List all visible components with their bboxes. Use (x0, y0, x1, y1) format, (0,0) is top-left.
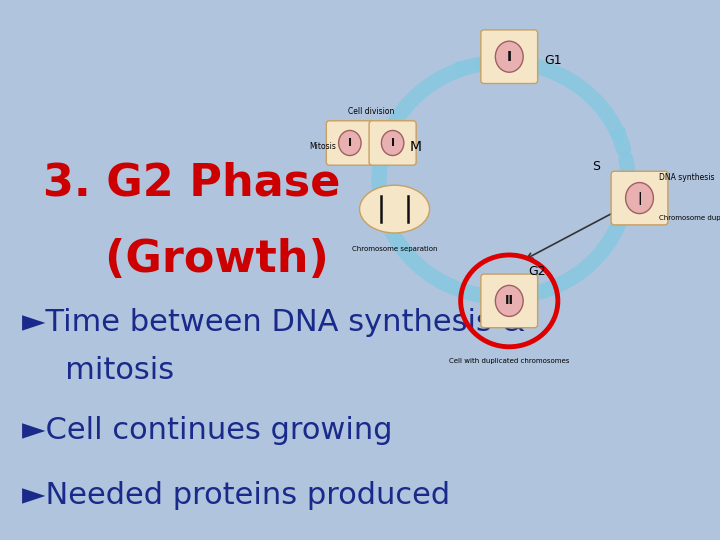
FancyBboxPatch shape (481, 30, 538, 84)
Ellipse shape (626, 183, 654, 214)
Text: ►Needed proteins produced: ►Needed proteins produced (22, 481, 450, 510)
Text: Chromosome duplication: Chromosome duplication (659, 215, 720, 221)
Text: Cell division: Cell division (348, 107, 395, 116)
Text: 3. G2 Phase: 3. G2 Phase (43, 162, 341, 205)
Text: ►Cell continues growing: ►Cell continues growing (22, 416, 392, 445)
FancyBboxPatch shape (611, 171, 668, 225)
Text: mitosis: mitosis (36, 356, 174, 386)
Ellipse shape (338, 131, 361, 156)
Text: II: II (505, 294, 514, 307)
Text: ►Time between DNA synthesis &: ►Time between DNA synthesis & (22, 308, 525, 337)
Text: DNA synthesis: DNA synthesis (659, 173, 714, 183)
Ellipse shape (495, 41, 523, 72)
Text: I: I (507, 50, 512, 64)
Ellipse shape (359, 185, 430, 233)
Ellipse shape (382, 131, 404, 156)
Text: M: M (410, 140, 422, 154)
Text: I: I (348, 138, 352, 148)
Text: S: S (593, 160, 600, 173)
Text: (Growth): (Growth) (43, 238, 329, 281)
Text: G2: G2 (528, 265, 546, 278)
Text: Mitosis: Mitosis (310, 142, 336, 151)
Text: |: | (637, 192, 642, 205)
Text: Chromosome separation: Chromosome separation (352, 246, 437, 252)
Text: G1: G1 (544, 54, 562, 67)
Ellipse shape (495, 285, 523, 316)
FancyBboxPatch shape (369, 121, 416, 165)
Text: I: I (391, 138, 395, 148)
FancyBboxPatch shape (481, 274, 538, 328)
Text: Cell with duplicated chromosomes: Cell with duplicated chromosomes (449, 358, 570, 364)
FancyBboxPatch shape (326, 121, 374, 165)
